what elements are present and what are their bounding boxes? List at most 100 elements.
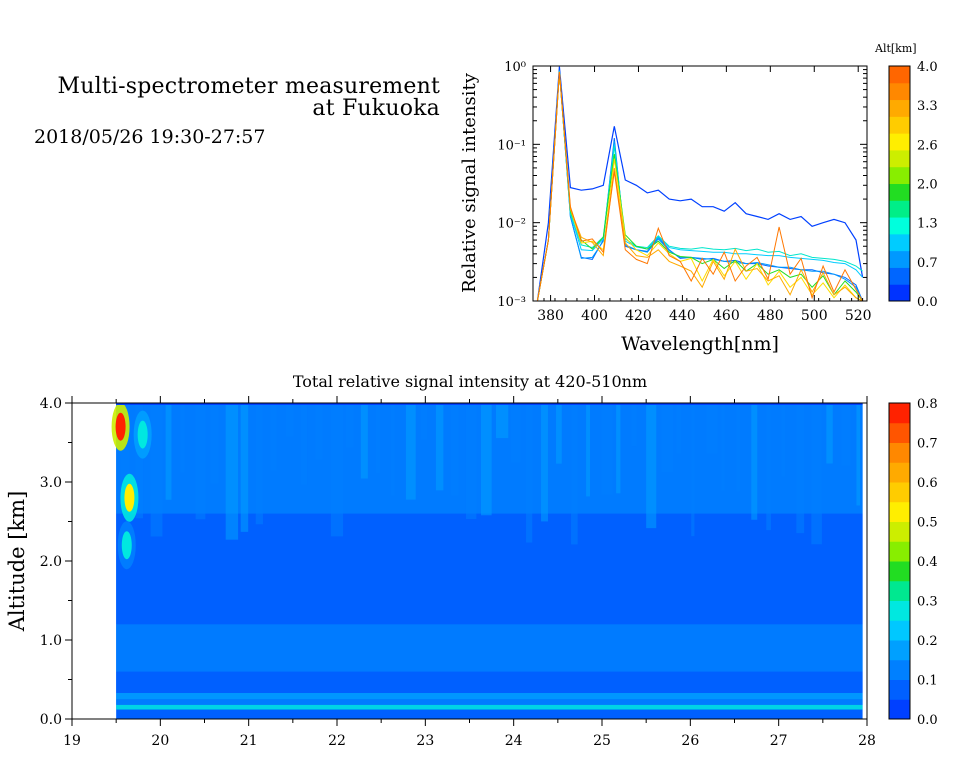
heatmap-streak xyxy=(841,403,851,466)
heatmap-streak xyxy=(480,403,492,516)
heatmap-colorbar-cell xyxy=(889,442,910,463)
heatmap-band xyxy=(116,513,863,625)
heatmap-colorbar-cell xyxy=(889,600,910,621)
heatmap-streak xyxy=(195,403,206,520)
heatmap-streak xyxy=(511,403,521,463)
heatmap-streak xyxy=(526,403,533,543)
heatmap-streak xyxy=(165,403,172,500)
heatmap-streak xyxy=(706,403,718,454)
heatmap-streak xyxy=(721,403,725,491)
heatmap-y-tick-label: 1.0 xyxy=(40,633,62,649)
heatmap-colorbar-frame xyxy=(888,402,911,720)
heatmap-streak xyxy=(571,403,578,545)
heatmap-streak xyxy=(496,403,509,439)
heatmap-title: Total relative signal intensity at 420-5… xyxy=(293,372,647,391)
heatmap-band xyxy=(116,624,863,672)
spectrum-y-tick-label: 10⁻² xyxy=(497,217,526,232)
heatmap-x-tick-label: 27 xyxy=(770,733,788,749)
heatmap-colorbar-cell xyxy=(889,620,910,641)
title-line-2: at Fukuoka xyxy=(312,96,440,121)
heatmap-colorbar: 0.0 0.1 0.2 0.3 0.4 0.5 0.6 0.7 0.8 xyxy=(888,397,938,728)
heatmap-streak xyxy=(646,403,657,529)
heatmap-colorbar-tick-label: 0.1 xyxy=(917,674,938,689)
heatmap-streak xyxy=(360,403,368,479)
spectrum-colorbar-cell xyxy=(889,116,910,134)
heatmap-colorbar-cell xyxy=(889,561,910,582)
title-line-1: Multi-spectrometer measurement xyxy=(57,74,440,99)
spectrum-series-line xyxy=(536,71,864,301)
heatmap-x-tick-label: 26 xyxy=(681,733,699,749)
heatmap-y-tick-label: 0.0 xyxy=(40,712,62,728)
heatmap-y-ticks: 0.0 1.0 2.0 3.0 4.0 xyxy=(40,396,72,728)
heatmap-streak xyxy=(150,403,163,537)
heatmap-colorbar-cell xyxy=(889,462,910,483)
heatmap-x-tick-label: 25 xyxy=(593,733,611,749)
spectrum-colorbar-cell xyxy=(889,217,910,235)
spectrum-series-line xyxy=(536,71,863,301)
heatmap-hotspot xyxy=(124,483,135,512)
heatmap-streak xyxy=(345,403,354,448)
heatmap-colorbar-tick-label: 0.4 xyxy=(917,555,938,570)
spectrum-x-tick-label: 380 xyxy=(537,308,564,324)
spectrum-y-label: Relative signal intensity xyxy=(459,72,480,293)
spectrum-y-tick-label: 10⁻³ xyxy=(497,295,526,310)
spectrum-x-tick-label: 520 xyxy=(845,308,872,324)
heatmap-streak xyxy=(796,403,805,534)
heatmap-x-tick-label: 21 xyxy=(240,733,258,749)
heatmap-streak xyxy=(450,403,459,496)
heatmap-streak xyxy=(210,403,219,484)
spectrum-chart: 380 400 420 440 460 480 500 520 10⁻³ 10⁻² 10⁻¹ 10⁰… xyxy=(459,42,938,355)
spectrum-x-tick-label: 420 xyxy=(625,308,652,324)
heatmap-streak xyxy=(586,403,590,497)
spectrum-x-tick-label: 460 xyxy=(713,308,740,324)
heatmap-band xyxy=(116,699,863,705)
spectrum-colorbar-tick-label: 3.3 xyxy=(917,99,938,114)
heatmap-y-tick-label: 3.0 xyxy=(40,475,62,491)
heatmap-x-tick-label: 24 xyxy=(505,733,523,749)
heatmap-streak xyxy=(315,403,323,460)
heatmap-streak xyxy=(375,403,381,473)
heatmap-x-tick-label: 20 xyxy=(151,733,169,749)
spectrum-colorbar: 0.0 0.7 1.3 2.0 2.6 3.3 4.0 xyxy=(888,60,938,310)
heatmap-colorbar-tick-label: 0.6 xyxy=(917,476,938,491)
heatmap-colorbar-cell xyxy=(889,403,910,424)
heatmap-streak xyxy=(826,403,833,464)
spectrum-y-tick-label: 10⁰ xyxy=(504,60,526,75)
spectrum-x-ticks: 380 400 420 440 460 480 500 520 xyxy=(532,66,872,324)
heatmap-streak xyxy=(435,403,444,491)
heatmap-colorbar-cell xyxy=(889,521,910,542)
spectrum-colorbar-tick-label: 0.0 xyxy=(917,295,938,310)
heatmap-band xyxy=(116,704,863,710)
heatmap-colorbar-tick-label: 0.3 xyxy=(917,595,938,610)
spectrum-frame xyxy=(532,65,868,302)
heatmap-streak xyxy=(691,403,695,537)
heatmap-streak xyxy=(225,403,239,540)
heatmap-x-tick-label: 23 xyxy=(416,733,434,749)
heatmap-streak xyxy=(781,403,786,477)
heatmap-streak xyxy=(180,403,185,473)
heatmap-colorbar-cell xyxy=(889,482,910,503)
spectrum-colorbar-cell xyxy=(889,284,910,302)
heatmap-streak xyxy=(405,403,416,500)
heatmap-y-tick-label: 4.0 xyxy=(40,396,62,412)
spectrum-colorbar-cell xyxy=(889,200,910,218)
heatmap-colorbar-tick-label: 0.5 xyxy=(917,516,938,531)
spectrum-series-line xyxy=(536,66,864,301)
heatmap-colorbar-cell xyxy=(889,679,910,700)
spectrum-colorbar-tick-label: 4.0 xyxy=(917,60,938,75)
spectrum-series-line xyxy=(536,69,864,301)
heatmap-hotspot xyxy=(115,412,126,441)
spectrum-colorbar-frame xyxy=(888,65,911,302)
heatmap-streak xyxy=(676,403,681,454)
heatmap-streak xyxy=(856,403,861,506)
date-range: 2018/05/26 19:30-27:57 xyxy=(34,126,266,148)
heatmap-streak xyxy=(285,403,294,437)
heatmap-colorbar-cell xyxy=(889,640,910,661)
spectrum-colorbar-label: Alt[km] xyxy=(874,42,917,55)
heatmap-streak xyxy=(420,403,428,440)
spectrum-x-tick-label: 500 xyxy=(801,308,828,324)
heatmap-streak xyxy=(270,403,277,471)
heatmap-streak xyxy=(330,403,344,537)
heatmap-streak xyxy=(631,403,637,447)
